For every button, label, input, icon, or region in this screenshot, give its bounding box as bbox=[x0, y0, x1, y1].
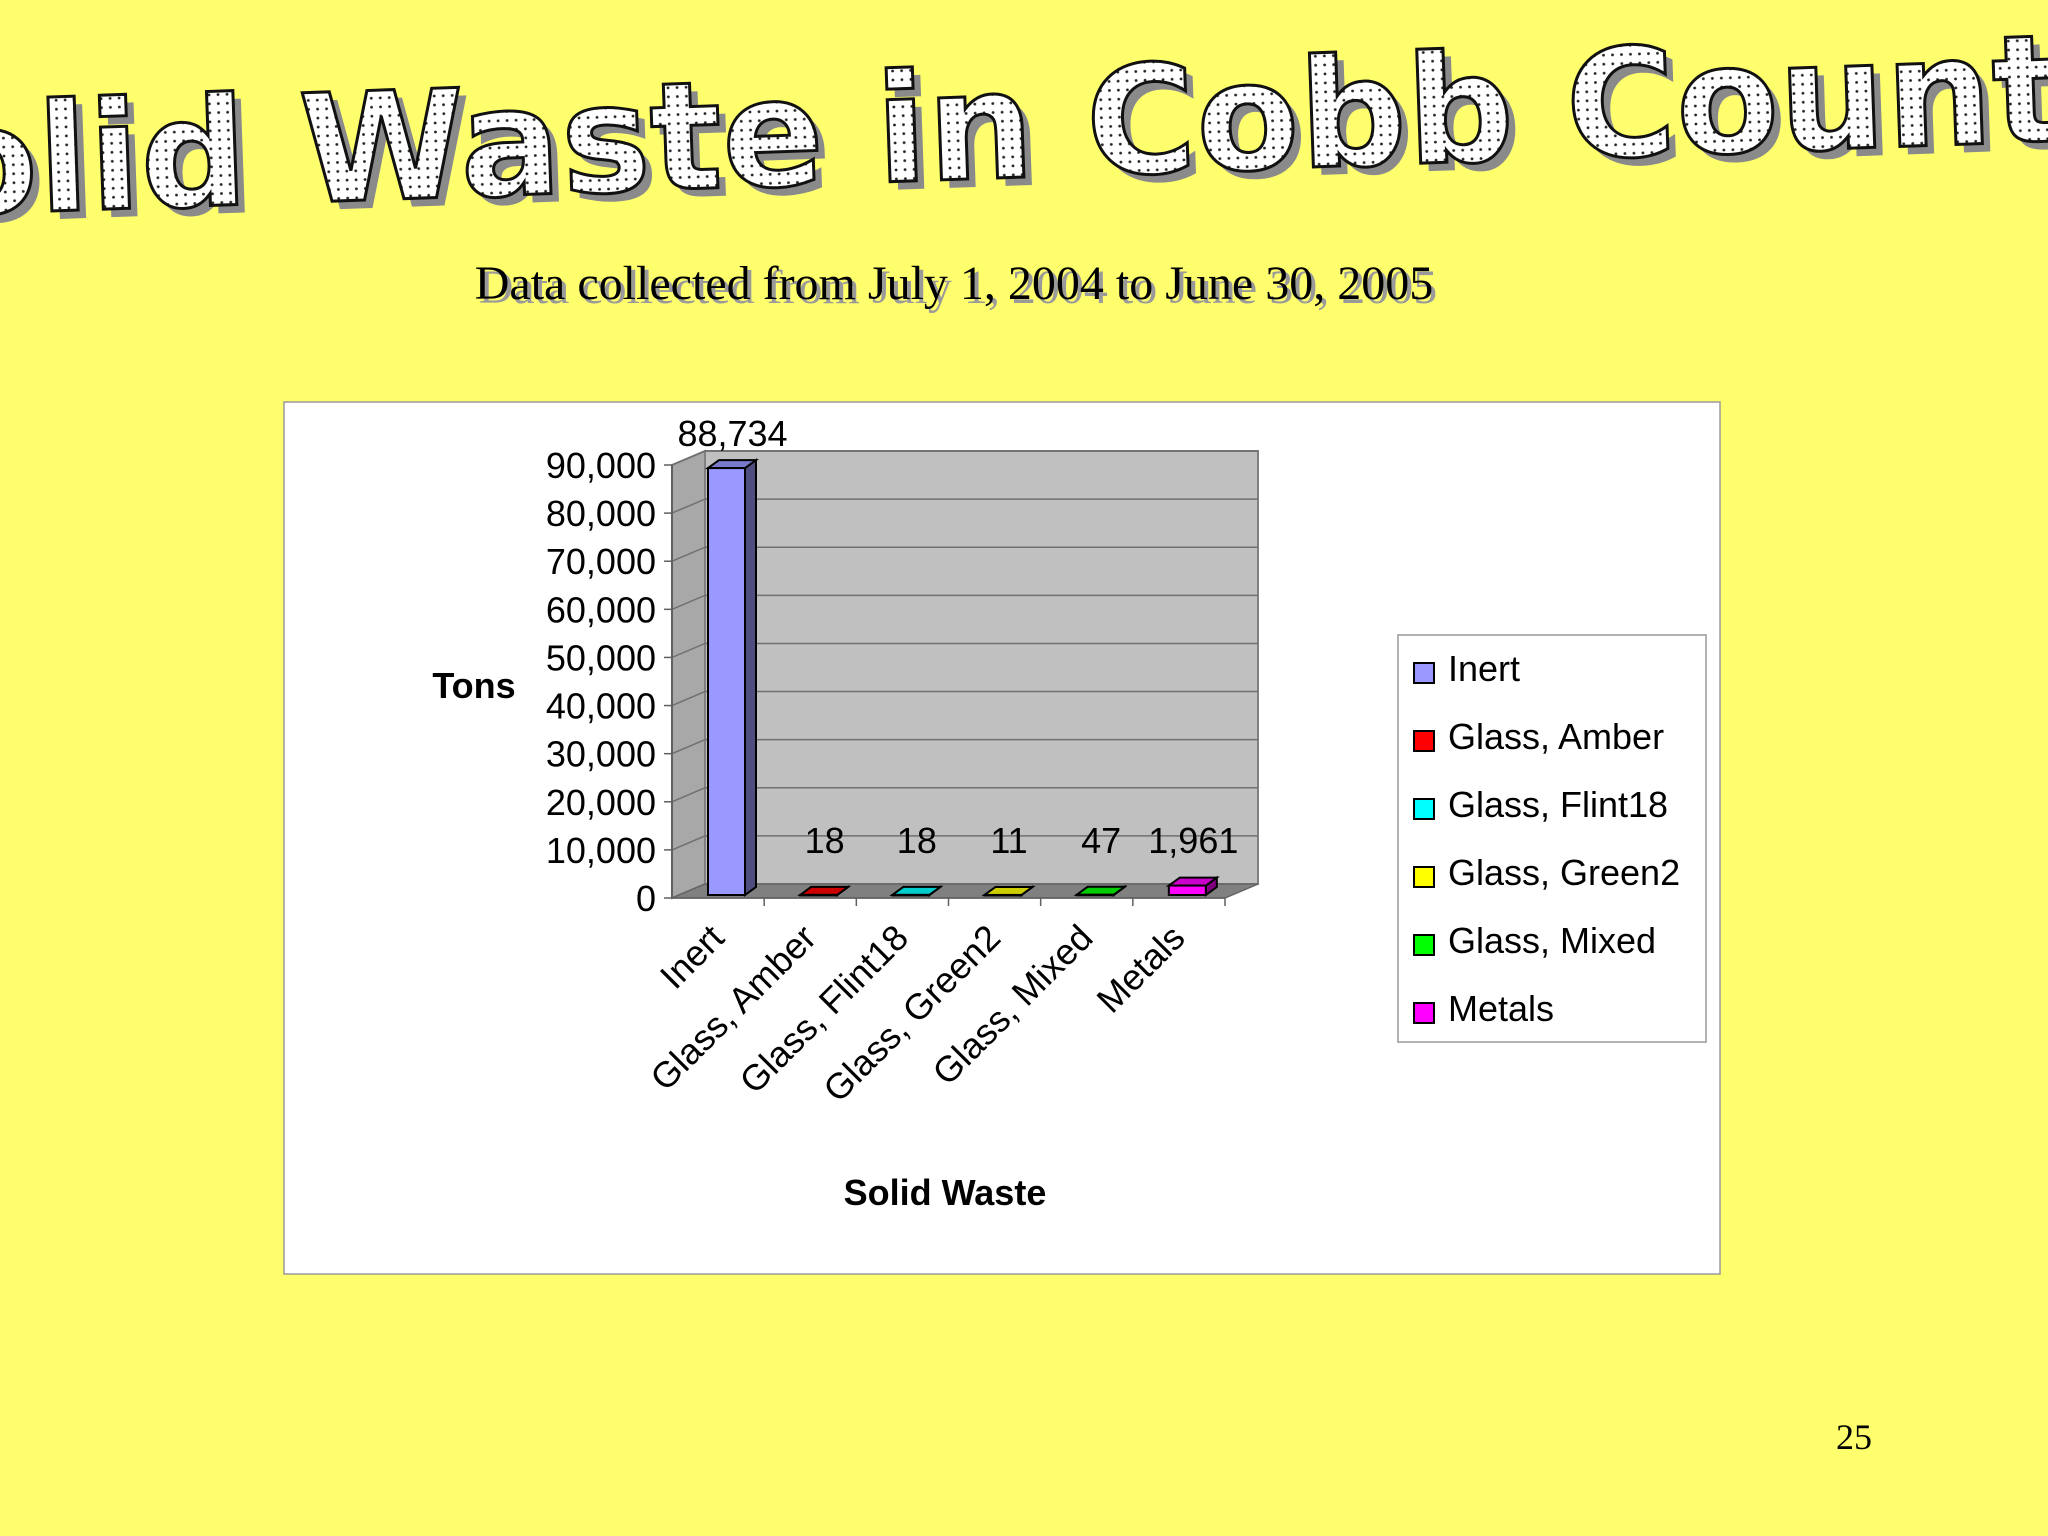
legend-swatch bbox=[1413, 934, 1435, 956]
legend-entry: Metals bbox=[1448, 988, 1554, 1029]
gridline bbox=[671, 594, 1258, 611]
bar-front bbox=[1167, 884, 1207, 897]
gridline bbox=[671, 690, 1258, 707]
legend-entry: Glass, Mixed bbox=[1448, 920, 1656, 961]
data-label: 47 bbox=[1081, 820, 1121, 861]
legend-swatch bbox=[1413, 730, 1435, 752]
bar-4 bbox=[981, 884, 1036, 897]
subtitle-shadow: Data collected from July 1, 2004 to June… bbox=[479, 261, 1437, 314]
gridline bbox=[671, 835, 1258, 851]
y-tick-label: 10,000 bbox=[546, 830, 656, 871]
y-tick-label: 30,000 bbox=[546, 734, 656, 775]
bar-front bbox=[1075, 893, 1115, 897]
gridline bbox=[671, 787, 1258, 803]
gridline bbox=[671, 498, 1258, 514]
y-tick-label: 70,000 bbox=[546, 541, 656, 582]
bar-front bbox=[891, 893, 931, 897]
legend-entry: Glass, Amber bbox=[1448, 716, 1664, 757]
page-number: 25 bbox=[1836, 1417, 1872, 1457]
bar-5 bbox=[1073, 884, 1128, 897]
x-axis-label: Solid Waste bbox=[844, 1172, 1047, 1213]
y-tick-label: 0 bbox=[636, 878, 656, 919]
gridline bbox=[671, 450, 1258, 466]
legend-entry: Inert bbox=[1448, 648, 1520, 689]
data-label: 18 bbox=[805, 820, 845, 861]
y-tick-label: 40,000 bbox=[546, 686, 656, 727]
y-tick-label: 50,000 bbox=[546, 637, 656, 678]
legend-entry: Glass, Flint18 bbox=[1448, 784, 1668, 825]
subtitle: Data collected from July 1, 2004 to June… bbox=[475, 257, 1433, 310]
data-label: 11 bbox=[990, 820, 1027, 861]
gridline bbox=[671, 738, 1258, 755]
slide-title-group: Solid Waste in Cobb County Solid Waste i… bbox=[0, 0, 2048, 263]
y-tick-label: 60,000 bbox=[546, 589, 656, 630]
y-tick-label: 20,000 bbox=[546, 782, 656, 823]
bar-2 bbox=[797, 884, 852, 897]
chart-side-wall bbox=[671, 449, 706, 900]
legend: Inert Glass, Amber Glass, Flint18 Glass, Gr… bbox=[1397, 634, 1707, 1043]
bar-side bbox=[744, 458, 757, 897]
legend-swatch bbox=[1413, 1002, 1435, 1024]
legend-swatch bbox=[1413, 866, 1435, 888]
y-axis-label: Tons bbox=[432, 665, 515, 706]
data-label: 1,961 bbox=[1148, 820, 1238, 861]
bar-3 bbox=[889, 884, 944, 897]
bar-6 bbox=[1165, 875, 1220, 897]
bar-front bbox=[707, 467, 746, 896]
data-label: 88,734 bbox=[677, 413, 787, 454]
legend-swatch bbox=[1413, 662, 1435, 684]
legend-box bbox=[1397, 634, 1707, 1043]
y-tick-label: 90,000 bbox=[546, 445, 656, 486]
data-label: 18 bbox=[897, 820, 937, 861]
y-tick-label: 80,000 bbox=[546, 493, 656, 534]
legend-swatch bbox=[1413, 798, 1435, 820]
gridline bbox=[671, 642, 1258, 659]
bar-front bbox=[799, 893, 839, 897]
bar-1 bbox=[704, 458, 760, 897]
bar-front bbox=[983, 893, 1023, 897]
legend-entry: Glass, Green2 bbox=[1448, 852, 1680, 893]
gridline bbox=[671, 546, 1258, 562]
